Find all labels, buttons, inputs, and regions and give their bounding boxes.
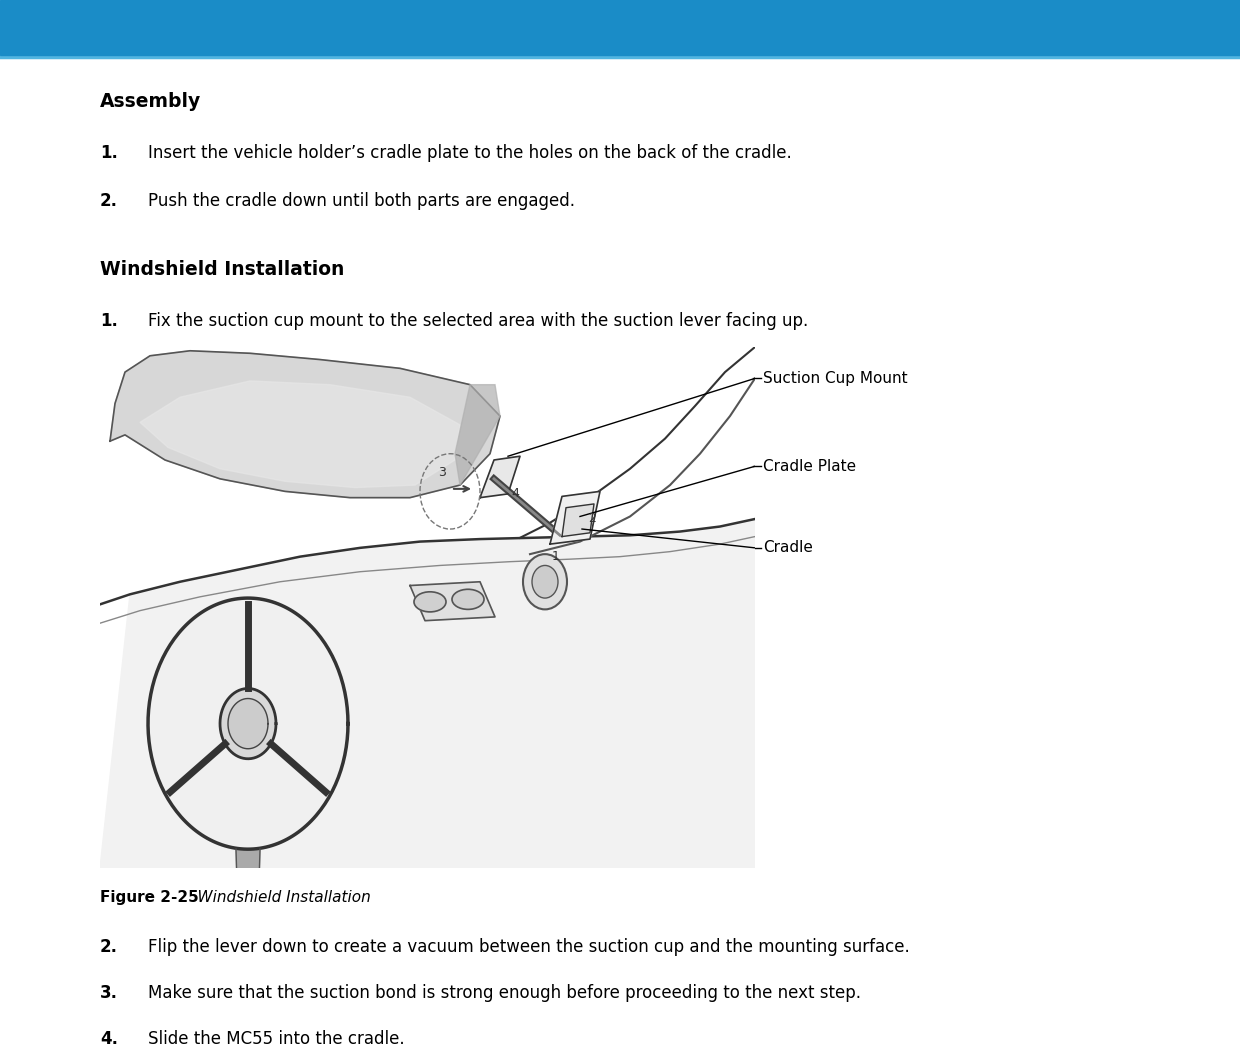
Text: 3: 3 — [438, 466, 446, 479]
Text: Cradle: Cradle — [763, 541, 813, 555]
Text: 1.: 1. — [100, 312, 118, 330]
Circle shape — [523, 554, 567, 609]
Circle shape — [532, 565, 558, 598]
Text: Push the cradle down until both parts are engaged.: Push the cradle down until both parts ar… — [148, 192, 575, 210]
Ellipse shape — [453, 589, 484, 609]
Text: 2.: 2. — [100, 192, 118, 210]
Ellipse shape — [414, 591, 446, 612]
Text: 4.: 4. — [100, 1030, 118, 1048]
Text: 2: 2 — [588, 512, 596, 526]
Text: Windshield Installation: Windshield Installation — [179, 890, 371, 905]
Polygon shape — [148, 598, 348, 849]
Polygon shape — [551, 492, 600, 544]
Text: Figure 2-25: Figure 2-25 — [100, 890, 198, 905]
Text: Suction Cup Mount: Suction Cup Mount — [763, 371, 908, 386]
Text: Insert the vehicle holder’s cradle plate to the holes on the back of the cradle.: Insert the vehicle holder’s cradle plate… — [148, 144, 792, 162]
Text: 1: 1 — [552, 550, 560, 563]
Polygon shape — [228, 699, 268, 748]
Text: Accessories   2 - 25: Accessories 2 - 25 — [1040, 18, 1210, 36]
Polygon shape — [100, 519, 755, 868]
Polygon shape — [110, 351, 500, 497]
Text: Make sure that the suction bond is strong enough before proceeding to the next s: Make sure that the suction bond is stron… — [148, 984, 861, 1002]
Text: 1.: 1. — [100, 144, 118, 162]
Polygon shape — [455, 385, 500, 485]
Text: 4: 4 — [511, 488, 518, 500]
Text: Slide the MC55 into the cradle.: Slide the MC55 into the cradle. — [148, 1030, 404, 1048]
Text: Cradle Plate: Cradle Plate — [763, 459, 856, 474]
Polygon shape — [562, 504, 594, 536]
Polygon shape — [410, 582, 495, 621]
Text: 3.: 3. — [100, 984, 118, 1002]
Polygon shape — [140, 381, 460, 488]
Polygon shape — [480, 456, 520, 497]
Text: Flip the lever down to create a vacuum between the suction cup and the mounting : Flip the lever down to create a vacuum b… — [148, 938, 910, 956]
Text: Fix the suction cup mount to the selected area with the suction lever facing up.: Fix the suction cup mount to the selecte… — [148, 312, 808, 330]
Polygon shape — [236, 849, 260, 918]
Text: 2.: 2. — [100, 938, 118, 956]
Polygon shape — [219, 689, 277, 759]
Text: Assembly: Assembly — [100, 92, 201, 111]
Bar — [0, 0, 1240, 55]
Text: Windshield Installation: Windshield Installation — [100, 260, 345, 279]
